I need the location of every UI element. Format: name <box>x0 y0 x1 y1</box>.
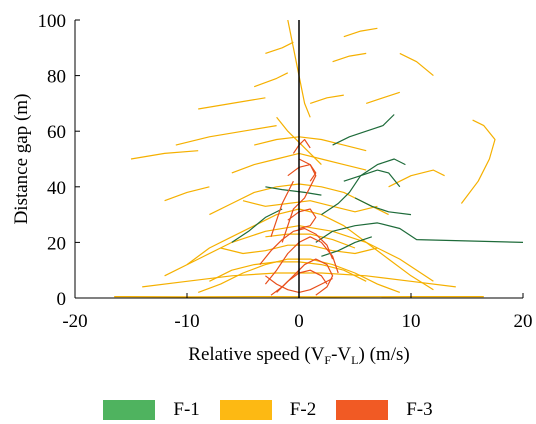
trajectory-f-3-8 <box>292 138 311 154</box>
trajectory-f-2-16 <box>366 91 400 104</box>
trajectory-f-1-2 <box>343 169 401 188</box>
trajectory-f-1-6 <box>354 197 412 216</box>
y-tick-label: 40 <box>47 178 66 199</box>
trajectory-f-1-5 <box>231 208 283 243</box>
y-tick-label: 60 <box>47 122 66 143</box>
x-tick-label: 20 <box>514 311 533 332</box>
legend-item-f1: F-1 <box>103 399 200 421</box>
y-axis-title: Distance gap (m) <box>11 94 32 225</box>
trajectory-f-2-10 <box>175 125 277 146</box>
legend-label-f2: F-2 <box>289 399 317 420</box>
trajectory-f-3-4 <box>270 180 294 237</box>
legend-label-f1: F-1 <box>173 399 200 420</box>
x-axis-title: Relative speed (VF-VL) (m/s) <box>188 344 409 367</box>
series-f-2 <box>114 20 496 298</box>
trajectory-f-2-15 <box>332 52 367 63</box>
trajectory-f-2-13 <box>253 72 289 88</box>
y-tick-label: 80 <box>47 67 66 88</box>
trajectory-f-3-1 <box>264 236 339 285</box>
trajectory-f-3-5 <box>287 164 317 182</box>
trajectory-f-2-20 <box>164 186 210 202</box>
x-tick-label: 10 <box>402 311 421 332</box>
y-tick-label: 20 <box>47 233 66 254</box>
trajectory-f-1-3 <box>332 114 395 146</box>
trajectory-f-2-12 <box>198 97 266 110</box>
trajectory-f-2-17 <box>399 52 434 77</box>
trajectory-f-2-11 <box>130 150 199 160</box>
trajectory-f-2-24 <box>265 233 356 249</box>
trajectory-f-2-1 <box>186 208 434 291</box>
trajectory-f-2-9 <box>242 200 378 213</box>
trajectory-f-2-26 <box>343 27 378 38</box>
legend: F-1 F-2 F-3 <box>0 396 536 424</box>
legend-swatch-f2 <box>219 400 272 420</box>
trajectory-f-2-19 <box>388 169 445 188</box>
trajectory-f-3-7 <box>287 208 317 230</box>
x-tick-label: -10 <box>174 311 199 332</box>
trajectory-f-1-1 <box>315 222 523 243</box>
trajectory-f-2-18 <box>460 119 496 204</box>
trajectory-f-1-4 <box>265 186 322 196</box>
trajectory-f-3-2 <box>276 269 328 293</box>
trajectory-f-2-25 <box>310 94 344 104</box>
legend-label-f3: F-3 <box>406 399 433 420</box>
trajectory-f-2-14 <box>265 41 294 54</box>
trajectory-f-2-23 <box>209 261 367 282</box>
trajectory-f-1-7 <box>321 236 372 257</box>
series-f-3 <box>259 138 339 296</box>
trajectory-f-1-0 <box>321 158 406 216</box>
legend-item-f3: F-3 <box>336 399 433 421</box>
legend-item-f2: F-2 <box>219 399 317 421</box>
trajectory-f-2-5 <box>254 136 367 152</box>
y-tick-label: 0 <box>57 289 67 310</box>
legend-swatch-f1 <box>103 400 156 420</box>
x-tick-label: -20 <box>62 311 87 332</box>
y-tick-label: 100 <box>38 11 67 32</box>
x-tick-label: 0 <box>294 311 304 332</box>
legend-swatch-f3 <box>336 400 389 420</box>
chart: -20 -10 0 10 20 0 20 40 60 80 100 Relative speed (… <box>11 11 533 367</box>
